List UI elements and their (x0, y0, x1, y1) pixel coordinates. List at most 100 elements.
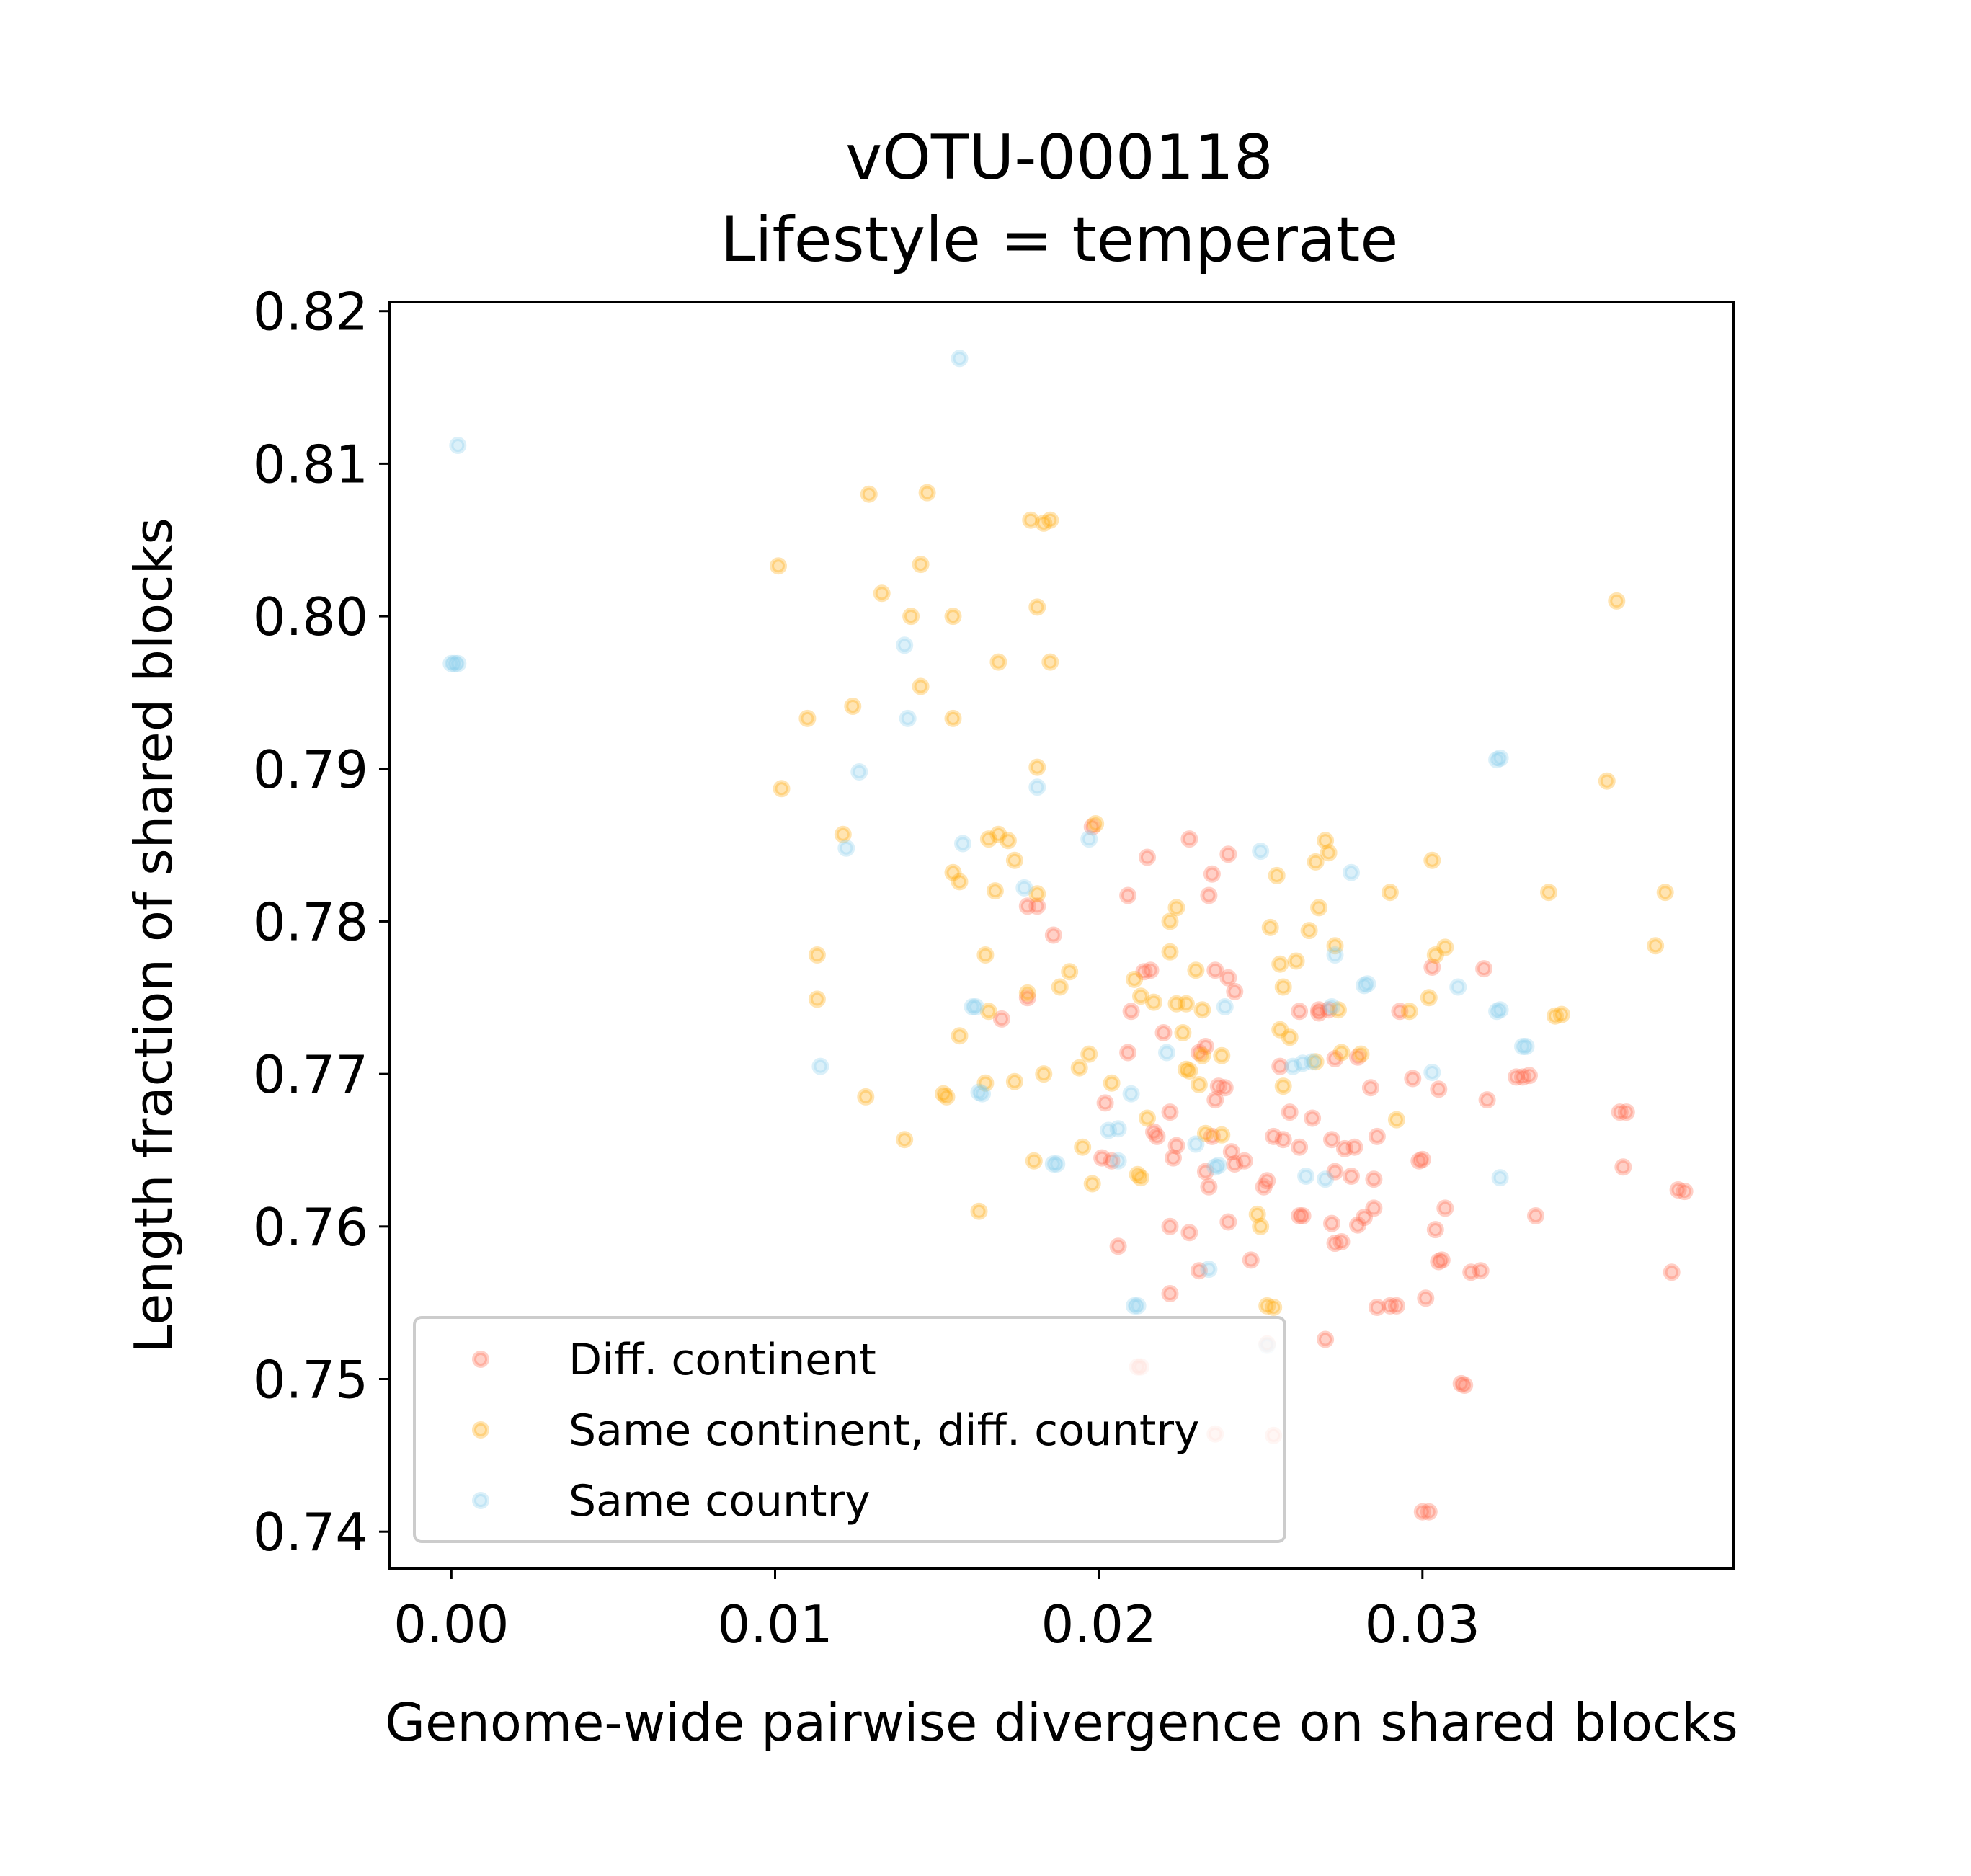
data-point-series1-25 (944, 863, 962, 881)
data-point-series1-74 (1258, 1297, 1276, 1315)
data-point-series1-21 (999, 832, 1017, 850)
data-point-series0-57 (1323, 1214, 1340, 1232)
data-point-series2-5 (896, 636, 914, 654)
data-point-series2-20 (1044, 1155, 1062, 1173)
data-point-series0-11 (992, 1010, 1010, 1028)
data-point-series2-15 (811, 1057, 829, 1075)
data-point-series1-41 (1005, 1072, 1023, 1090)
data-point-series2-39 (1323, 998, 1340, 1015)
data-point-series0-78 (1472, 1262, 1490, 1280)
data-point-series0-6 (1200, 886, 1218, 904)
data-point-series0-31 (1093, 1149, 1111, 1167)
data-point-series1-36 (1080, 1045, 1098, 1063)
data-point-series0-82 (1521, 1067, 1538, 1085)
data-point-series1-52 (1103, 1074, 1121, 1092)
data-point-series1-75 (1265, 1299, 1283, 1316)
data-point-series2-32 (1200, 1261, 1218, 1279)
data-point-series1-99 (1387, 1111, 1405, 1129)
data-point-series0-36 (1258, 1172, 1276, 1190)
data-point-series0-49 (1361, 1079, 1379, 1097)
data-point-series2-52 (1158, 1044, 1175, 1062)
data-point-series2-30 (1209, 1157, 1227, 1175)
data-point-series1-86 (1307, 853, 1325, 871)
y-axis: 0.74 0.75 0.76 0.77 0.78 0.79 0.80 0.81 0.82 (253, 282, 390, 1562)
data-point-series1-9 (944, 608, 962, 626)
legend-marker-same-continent (472, 1421, 489, 1439)
data-point-series0-22 (1216, 1079, 1234, 1097)
data-point-series0-9 (1044, 926, 1062, 944)
data-point-series0-20 (1190, 1044, 1208, 1062)
data-point-series1-98 (1436, 938, 1454, 956)
data-point-series1-50 (1129, 1165, 1147, 1183)
data-point-series1-15 (844, 698, 862, 715)
data-point-series2-19 (974, 1085, 991, 1103)
legend-label-diff-continent: Diff. continent (569, 1335, 876, 1385)
data-point-series1-29 (976, 946, 995, 964)
data-point-series0-37 (1255, 1178, 1273, 1196)
data-point-series0-101 (1180, 1224, 1198, 1242)
data-point-series2-22 (1100, 1121, 1118, 1139)
data-point-series0-53 (1323, 1131, 1340, 1149)
data-point-series2-24 (1122, 1085, 1140, 1103)
y-tick-label: 0.81 (253, 434, 368, 494)
data-point-series2-38 (1317, 1170, 1335, 1188)
data-point-series1-8 (902, 608, 920, 626)
data-point-series0-33 (1096, 1094, 1114, 1112)
data-point-series0-55 (1343, 1168, 1360, 1185)
data-point-series0-91 (1413, 1503, 1431, 1521)
data-point-series2-41 (1356, 977, 1373, 995)
data-point-series2-0 (951, 350, 969, 368)
data-point-series2-18 (970, 1083, 988, 1101)
data-point-series0-32 (1103, 1152, 1121, 1170)
data-point-series0-44 (1310, 1001, 1328, 1019)
data-point-series1-70 (1196, 1124, 1214, 1142)
data-point-series0-50 (1336, 1139, 1353, 1157)
data-point-series0-28 (1222, 1143, 1240, 1161)
data-point-series0-18 (1154, 1024, 1173, 1041)
y-tick-label: 0.74 (253, 1502, 368, 1562)
data-point-series1-100 (1547, 1007, 1564, 1025)
data-point-series1-24 (1005, 851, 1023, 869)
data-point-series0-14 (1206, 961, 1224, 979)
data-point-series0-96 (1676, 1183, 1694, 1201)
data-point-series2-1 (449, 437, 467, 454)
data-point-series1-65 (1213, 1046, 1231, 1064)
data-point-series0-12 (1135, 963, 1153, 981)
legend: Diff. continent Same continent, diff. co… (413, 1316, 1286, 1543)
data-point-series0-42 (1271, 1057, 1289, 1075)
data-point-series0-100 (1161, 1285, 1179, 1302)
data-point-series1-97 (1426, 946, 1444, 964)
data-point-series1-72 (1252, 1217, 1270, 1235)
data-point-series0-63 (1349, 1216, 1366, 1234)
data-point-series0-97 (1663, 1263, 1681, 1281)
data-point-series2-25 (1109, 1152, 1127, 1170)
data-point-series0-104 (1219, 1213, 1237, 1231)
data-point-series2-43 (1423, 1064, 1441, 1081)
data-point-series0-92 (1611, 1103, 1629, 1121)
data-point-series2-2 (442, 654, 461, 672)
data-point-series0-76 (1417, 1289, 1435, 1307)
data-point-series0-45 (1326, 1050, 1344, 1067)
data-point-series1-82 (1261, 918, 1279, 936)
data-point-series0-5 (1203, 865, 1221, 883)
data-point-series1-88 (1320, 844, 1338, 862)
data-point-series1-62 (1193, 1001, 1211, 1019)
data-point-series0-95 (1669, 1181, 1687, 1199)
data-point-series1-107 (1307, 1053, 1325, 1071)
data-point-series2-36 (1304, 1053, 1322, 1071)
data-point-series0-17 (1122, 1003, 1140, 1021)
data-point-series0-103 (1190, 1262, 1208, 1280)
data-point-series1-4 (1041, 511, 1059, 529)
data-point-series1-93 (1381, 884, 1399, 902)
legend-marker-same-country (472, 1492, 489, 1509)
data-point-series1-35 (1061, 963, 1079, 981)
data-point-series0-93 (1617, 1103, 1635, 1121)
data-point-series0-73 (1426, 1221, 1444, 1239)
data-point-series1-89 (1326, 937, 1344, 955)
data-point-series0-90 (1420, 1503, 1438, 1521)
data-point-series2-34 (1284, 1057, 1302, 1075)
data-point-series2-50 (1517, 1038, 1535, 1055)
data-point-series0-58 (1291, 1207, 1309, 1224)
data-point-series1-90 (1330, 1001, 1347, 1019)
data-point-series1-39 (951, 1027, 969, 1045)
